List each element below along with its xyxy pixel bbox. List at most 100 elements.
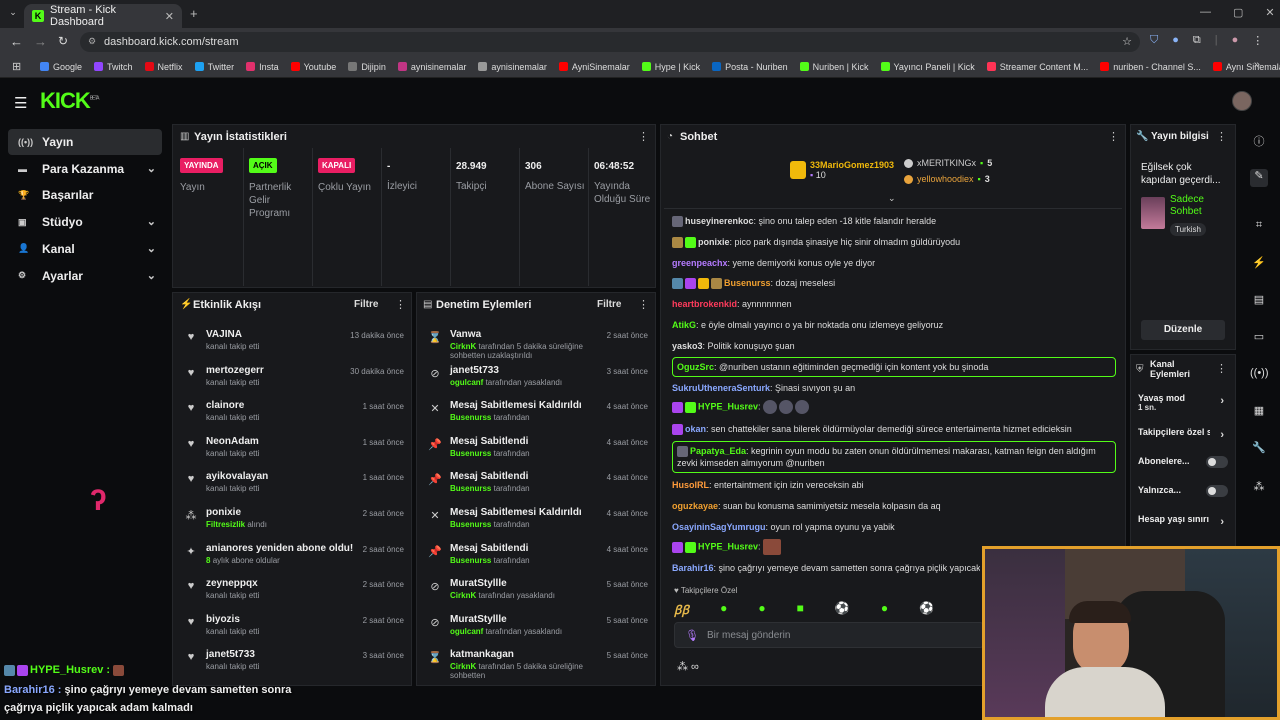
chat-username[interactable]: okan — [685, 424, 707, 434]
chat-message[interactable]: Busenurss: dozaj meselesi — [672, 277, 1118, 290]
back-icon[interactable]: ← — [10, 34, 23, 49]
chat-username[interactable]: ponixie — [698, 237, 730, 247]
tab-close-icon[interactable]: ✕ — [164, 10, 174, 23]
tool-icon[interactable]: 🔧 — [1252, 442, 1266, 454]
chat-menu-icon[interactable]: ⋮ — [1108, 131, 1119, 143]
bookmark-item[interactable]: Posta - Nuriben — [712, 62, 788, 72]
kick-logo[interactable]: KICKBETA — [40, 88, 99, 113]
toggle-switch[interactable] — [1206, 485, 1228, 497]
stats-menu-icon[interactable]: ⋮ — [638, 131, 649, 143]
channel-action-item[interactable]: Takipçilere özel s › — [1138, 427, 1228, 441]
chat-username[interactable]: SukruUtheneraSenturk — [672, 383, 771, 393]
bookmark-item[interactable]: aynisinemalar — [397, 62, 466, 72]
chat-username[interactable]: Barahir16 — [672, 563, 714, 573]
channel-actions-menu-icon[interactable]: ⋮ — [1216, 363, 1227, 375]
stream-info-menu-icon[interactable]: ⋮ — [1216, 131, 1227, 143]
toggle-switch[interactable] — [1206, 456, 1228, 468]
bookmarks-overflow-icon[interactable]: » — [1253, 59, 1260, 71]
chevron-down-icon[interactable]: ⌄ — [146, 269, 156, 282]
sidebar-item-0[interactable]: ((•)) Yayın — [8, 129, 162, 155]
activity-row[interactable]: ♥ clainore kanalı takip etti 1 saat önce — [184, 400, 404, 434]
moderation-menu-icon[interactable]: ⋮ — [638, 299, 649, 311]
bookmark-item[interactable]: aynisinemalar — [478, 62, 547, 72]
reload-icon[interactable]: ↻ — [58, 34, 69, 48]
moderation-filter-button[interactable]: Filtre — [597, 299, 622, 310]
activity-row[interactable]: ♥ janet5t733 kanalı takip etti 3 saat önce — [184, 649, 404, 683]
chat-message[interactable]: Barahir16: şino çağrıyı yemeye devam sam… — [672, 562, 980, 574]
leader-item[interactable]: xMERITKINGx ▪ 5 — [904, 158, 992, 168]
activity-row[interactable]: ✦ anianores yeniden abone oldu! 8 aylık ab… — [184, 543, 404, 577]
sidebar-item-2[interactable]: 🏆 Başarılar — [8, 182, 162, 208]
microphone-icon[interactable]: 🎙 — [685, 630, 699, 642]
extension-icon-2[interactable]: ● — [1172, 34, 1179, 46]
activity-row[interactable]: ♥ ayikovalayan kanalı takip etti 1 saat önc… — [184, 471, 404, 505]
chevron-down-icon[interactable]: ⌄ — [146, 162, 156, 175]
moderation-row[interactable]: ⊘ janet5t733 ogulcanf tarafından yasakland… — [428, 365, 648, 399]
browser-tab[interactable]: K Stream - Kick Dashboard ✕ — [24, 4, 182, 28]
chevron-right-icon[interactable]: › — [1220, 516, 1224, 528]
chat-username[interactable]: HusolRL — [672, 480, 709, 490]
tab-search-icon[interactable]: ⌄ — [9, 7, 17, 17]
chat-username[interactable]: AtikG — [672, 320, 697, 330]
chat-message[interactable]: greenpeachx: yeme demiyorki konus oyle y… — [672, 258, 876, 268]
crop-icon[interactable]: ⌗ — [1255, 219, 1263, 231]
chat-message[interactable]: okan: sen chattekiler sana bilerek öldür… — [672, 423, 1118, 436]
chat-message[interactable]: yasko3: Politik konuşuyo şuan — [672, 341, 795, 351]
bookmark-item[interactable]: Hype | Kick — [641, 62, 700, 72]
emote-icon-3[interactable]: ● — [758, 601, 766, 615]
bolt-icon[interactable]: ⚡ — [1252, 257, 1266, 269]
list-icon[interactable]: ▤ — [1253, 294, 1265, 306]
chat-username[interactable]: greenpeachx — [672, 258, 728, 268]
chat-username[interactable]: OsayininSagYumrugu — [672, 522, 766, 532]
chat-username[interactable]: HYPE_Husrev — [698, 401, 759, 412]
chat-username[interactable]: OguzSrc — [677, 362, 715, 372]
chevron-down-icon[interactable]: ⌄ — [146, 216, 156, 229]
chat-message[interactable]: HusolRL: entertaintment için izin verece… — [672, 480, 864, 490]
chat-message[interactable]: heartbrokenkid: aynnnnnnen — [672, 299, 792, 309]
moderation-row[interactable]: ⌛ katmankagan CirknK tarafından 5 dakika s… — [428, 649, 648, 683]
pencil-icon[interactable]: ✎ — [1250, 169, 1268, 187]
sidebar-item-3[interactable]: ▣ Stüdyo ⌄ — [8, 209, 162, 235]
chat-rail-icon[interactable]: ▭ — [1253, 331, 1265, 343]
channel-action-item[interactable]: Hesap yaşı sınırı › — [1138, 514, 1228, 528]
broadcast-rail-icon[interactable]: ((•)) — [1250, 367, 1269, 379]
leader-item[interactable]: 33MarioGomez1903 ▪ 10 — [790, 160, 894, 180]
bookmark-item[interactable]: Netflix — [144, 62, 183, 72]
minimize-icon[interactable]: — — [1200, 6, 1211, 18]
moderation-row[interactable]: 📌 Mesaj Sabitlendi Busenurss tarafından 4 s… — [428, 543, 648, 577]
chat-message[interactable]: OsayininSagYumrugu: oyun rol yapma oyunu… — [672, 522, 895, 532]
chat-message[interactable]: oguzkayae: suan bu konusma samimiyetsiz … — [672, 501, 941, 511]
shield-extension-icon[interactable]: ⛉ — [1150, 34, 1159, 46]
forward-icon[interactable]: → — [34, 34, 47, 49]
bookmark-star-icon[interactable]: ☆ — [1122, 36, 1132, 48]
bookmark-item[interactable]: Aynı Sinemalar - Ça... — [1212, 62, 1280, 72]
activity-menu-icon[interactable]: ⋮ — [395, 299, 406, 311]
site-info-icon[interactable]: ⚙ — [88, 36, 97, 46]
bookmark-item[interactable]: Dijipin — [348, 62, 386, 72]
maximize-icon[interactable]: ▢ — [1233, 7, 1244, 19]
channel-action-item[interactable]: Yalnızca... — [1138, 485, 1228, 497]
chat-username[interactable]: huseyinerenkoc — [685, 216, 754, 226]
bookmark-item[interactable]: Streamer Content M... — [986, 62, 1088, 72]
new-tab-icon[interactable]: + — [190, 6, 198, 21]
edit-button[interactable]: Düzenle — [1141, 320, 1225, 340]
moderation-row[interactable]: 📌 Mesaj Sabitlendi Busenurss tarafından 4 s… — [428, 471, 648, 505]
emote-icon-1[interactable]: ꞵꞵ — [674, 603, 690, 617]
sidebar-item-1[interactable]: ▬ Para Kazanma ⌄ — [8, 156, 162, 182]
activity-row[interactable]: ♥ mertozegerr kanalı takip etti 30 dakika ö… — [184, 365, 404, 399]
moderation-row[interactable]: ✕ Mesaj Sabitlemesi Kaldırıldı Busenurss t… — [428, 507, 648, 541]
emote-icon-2[interactable]: ● — [720, 601, 728, 615]
url-field[interactable]: ⚙ dashboard.kick.com/stream ☆ — [80, 32, 1140, 52]
chat-username[interactable]: Papatya_Eda — [690, 446, 747, 456]
chat-username[interactable]: Busenurss — [724, 278, 771, 288]
emote-icon-7[interactable]: ⚽ — [919, 601, 935, 615]
channel-action-item[interactable]: Yavaş mod 1 sn. › — [1138, 393, 1228, 412]
activity-row[interactable]: ♥ VAJINA kanalı takip etti 13 dakika önce — [184, 329, 404, 363]
chat-username[interactable]: yasko3 — [672, 341, 703, 351]
activity-row[interactable]: ♥ NeonAdam kanalı takip etti 1 saat önce — [184, 436, 404, 470]
moderation-row[interactable]: 📌 Mesaj Sabitlendi Busenurss tarafından 4 s… — [428, 436, 648, 470]
sidebar-item-4[interactable]: 👤 Kanal ⌄ — [8, 236, 162, 262]
activity-row[interactable]: ⁂ ponixie Filtresizlik alındı 2 saat önce — [184, 507, 405, 541]
chat-message[interactable]: HYPE_Husrev: — [672, 539, 1118, 555]
chat-input[interactable]: 🎙 Bir mesaj gönderin — [674, 622, 984, 648]
